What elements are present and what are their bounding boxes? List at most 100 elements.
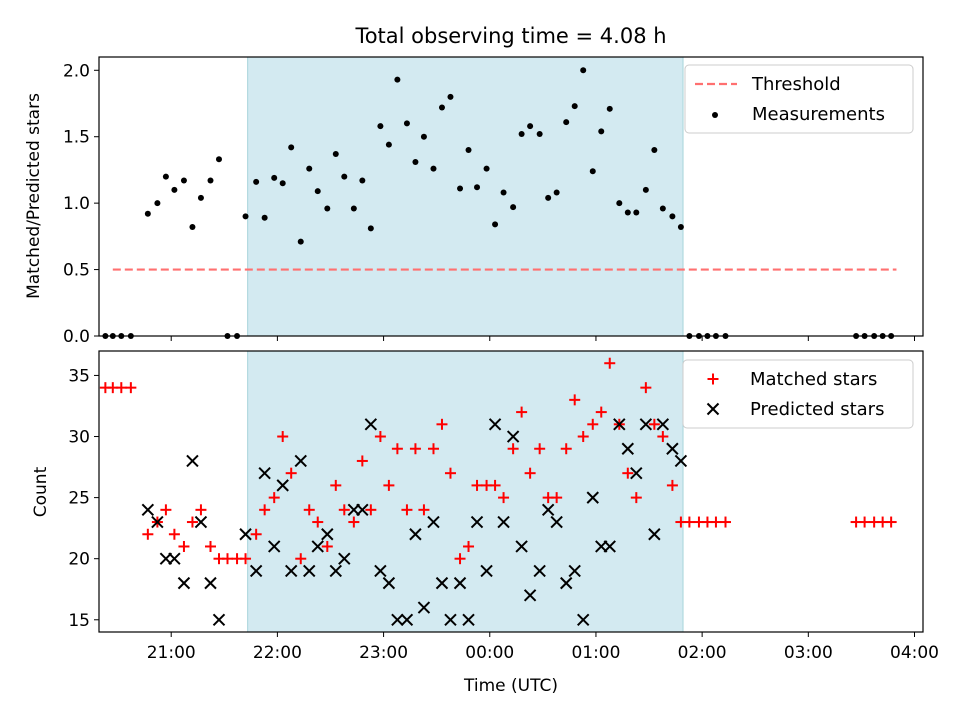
predicted-point [603, 540, 616, 553]
measurement-point [412, 158, 419, 165]
measurement-point [669, 213, 676, 220]
matched-point [516, 406, 528, 418]
bottom-xlabel: Time (UTC) [463, 676, 558, 696]
bottom-legend-box [682, 359, 914, 429]
matched-point [498, 492, 510, 504]
measurement-point [553, 189, 560, 196]
matched-point [648, 418, 660, 430]
measurement-point [545, 194, 552, 201]
matched-point [338, 504, 350, 516]
bottom-xtick-label: 21:00 [147, 643, 196, 663]
measurement-point [242, 213, 249, 220]
matched-point [551, 492, 563, 504]
measurement-point [598, 128, 605, 135]
matched-point [577, 431, 589, 443]
predicted-point [409, 528, 422, 541]
bottom-panel: 15 20 25 30 35 21:00 22:00 23:00 00:00 01:00 02:0… [31, 350, 939, 696]
matched-point [204, 540, 216, 552]
matched-point [277, 431, 289, 443]
predicted-point [488, 418, 502, 431]
measurement-point [447, 93, 454, 100]
predicted-point [586, 491, 599, 504]
predicted-point [194, 515, 208, 529]
matched-point [401, 504, 413, 516]
predicted-point [284, 564, 298, 578]
predicted-point [204, 576, 217, 590]
top-legend-box [684, 64, 914, 134]
predicted-point [258, 466, 271, 480]
predicted-point [506, 430, 520, 443]
predicted-point [480, 564, 493, 578]
matched-point [507, 443, 519, 455]
measurement-point [197, 194, 204, 201]
predicted-point [666, 442, 679, 455]
bottom-xtick-label: 04:00 [890, 643, 939, 663]
predicted-point [621, 442, 635, 455]
predicted-point [541, 503, 555, 517]
bottom-xtick-label: 23:00 [359, 643, 408, 663]
top-ytick-label: 1.0 [63, 194, 90, 214]
bottom-ytick-label: 20 [68, 550, 90, 570]
predicted-point [444, 613, 457, 626]
predicted-point [267, 540, 281, 553]
predicted-point [356, 503, 369, 517]
measurement-point [189, 224, 196, 231]
bottom-xtick-label: 02:00 [678, 643, 727, 663]
measurement-point [465, 147, 472, 153]
matched-point [142, 528, 154, 540]
matched-point [115, 382, 127, 394]
measurement-point [215, 156, 222, 163]
predicted-point [648, 528, 661, 541]
predicted-point [294, 454, 307, 468]
measurement-point [403, 120, 410, 127]
bottom-ytick-label: 25 [68, 489, 90, 509]
legend-threshold-label: Threshold [751, 74, 841, 95]
top-title: Total observing time = 4.08 h [354, 24, 666, 48]
matched-point [365, 504, 377, 516]
top-panel: 0.0 0.5 1.0 1.5 2.0 Total observing time = 4… [24, 24, 924, 347]
measurement-point [624, 209, 631, 216]
measurement-point [571, 103, 578, 110]
measurement-point [314, 188, 321, 195]
measurement-point [518, 131, 525, 138]
matched-point [666, 479, 678, 491]
bottom-xtick-label: 03:00 [784, 643, 833, 663]
measurement-point [367, 225, 374, 232]
matched-point [330, 479, 342, 491]
legend-predicted-label: Predicted stars [750, 399, 884, 420]
bottom-xtick-label: 00:00 [465, 643, 514, 663]
matched-point [454, 553, 466, 565]
bottom-ytick-label: 15 [68, 611, 90, 631]
bottom-xtick-label: 22:00 [253, 643, 302, 663]
matched-point [259, 504, 271, 516]
predicted-point [470, 515, 484, 529]
matched-point [710, 516, 722, 528]
matched-point [885, 516, 897, 528]
predicted-point [168, 552, 181, 565]
predicted-point [523, 589, 537, 602]
matched-point [356, 455, 368, 467]
predicted-point [321, 528, 334, 541]
measurement-point [536, 131, 543, 138]
measurement-point [430, 165, 437, 172]
measurement-point [359, 177, 366, 184]
measurement-point [385, 141, 392, 148]
predicted-point [560, 576, 573, 590]
matched-point [221, 553, 233, 565]
measurement-point [297, 238, 304, 245]
legend-measurements-label: Measurements [752, 104, 885, 125]
matched-point [719, 516, 731, 528]
matched-point [285, 467, 297, 479]
bottom-legend: Matched stars Predicted stars [682, 359, 914, 429]
predicted-point [568, 564, 581, 578]
bottom-plot-frame [98, 350, 924, 633]
predicted-point [249, 564, 263, 578]
matched-point [374, 431, 386, 443]
measurement-point [589, 168, 596, 175]
measurement-point [271, 174, 278, 181]
legend-measurements-swatch [712, 112, 718, 118]
predicted-point [364, 418, 378, 431]
predicted-point [674, 454, 688, 468]
measurement-point [606, 105, 613, 112]
measurement-point [144, 210, 151, 217]
